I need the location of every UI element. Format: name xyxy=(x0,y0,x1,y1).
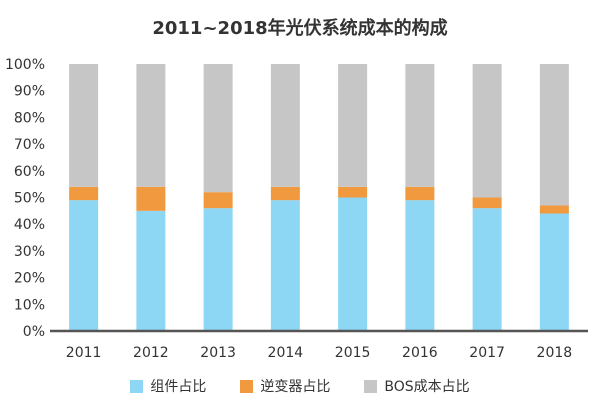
legend-swatch-inverter xyxy=(240,379,254,393)
bar-segment-inverter xyxy=(69,186,99,201)
bar-segment-module xyxy=(69,200,99,331)
legend-label-module: 组件占比 xyxy=(150,379,207,395)
bar-segment-inverter xyxy=(203,192,233,209)
y-tick-label: 40% xyxy=(14,217,45,233)
bar-segment-bos xyxy=(405,64,435,187)
bar-segment-module xyxy=(270,200,300,331)
y-tick-label: 60% xyxy=(14,164,45,180)
bar-segment-inverter xyxy=(136,186,166,211)
legend-swatch-bos xyxy=(364,379,378,393)
bar-segment-bos xyxy=(136,64,166,187)
bar-segment-module xyxy=(472,208,502,331)
legend-label-inverter: 逆变器占比 xyxy=(260,379,331,395)
x-tick-label: 2012 xyxy=(133,345,169,361)
x-tick-label: 2017 xyxy=(469,345,505,361)
legend-label-bos: BOS成本占比 xyxy=(384,379,470,395)
y-tick-label: 0% xyxy=(23,324,45,340)
y-tick-label: 50% xyxy=(14,191,45,207)
x-tick-label: 2015 xyxy=(335,345,371,361)
bar-segment-module xyxy=(136,210,166,331)
x-tick-label: 2014 xyxy=(268,345,304,361)
x-tick-label: 2011 xyxy=(66,345,102,361)
bar-segment-inverter xyxy=(539,205,569,214)
bar-segment-module xyxy=(539,213,569,331)
bar-segment-module xyxy=(338,197,368,331)
stacked-bar-chart: 0% 10% 20% 30% 40% 50% 60% 70% 80% 90% 100% 2011 201… xyxy=(5,57,588,361)
y-tick-label: 20% xyxy=(14,271,45,287)
legend: 组件占比 逆变器占比 BOS成本占比 xyxy=(0,376,600,396)
bar-segment-module xyxy=(203,208,233,331)
bar-segment-bos xyxy=(203,64,233,193)
y-tick-label: 70% xyxy=(14,137,45,153)
bar-segment-inverter xyxy=(405,186,435,201)
x-tick-label: 2013 xyxy=(200,345,236,361)
bar-segment-bos xyxy=(270,64,300,187)
y-tick-label: 30% xyxy=(14,244,45,260)
bar-segment-bos xyxy=(539,64,569,206)
bar-segment-bos xyxy=(338,64,368,187)
legend-item-inverter: 逆变器占比 xyxy=(240,376,330,396)
bar-segment-inverter xyxy=(472,197,502,209)
y-tick-label: 90% xyxy=(14,84,45,100)
legend-item-bos: BOS成本占比 xyxy=(364,376,470,396)
bar-segment-module xyxy=(405,200,435,331)
y-tick-label: 100% xyxy=(5,57,45,73)
y-tick-label: 10% xyxy=(14,297,45,313)
bar-segment-inverter xyxy=(270,186,300,201)
x-tick-label: 2016 xyxy=(402,345,438,361)
y-tick-label: 80% xyxy=(14,110,45,126)
chart-title: 2011~2018年光伏系统成本的构成 xyxy=(152,18,448,39)
legend-swatch-module xyxy=(130,379,144,393)
bar-segment-bos xyxy=(69,64,99,187)
bar-segment-inverter xyxy=(338,186,368,198)
x-tick-label: 2018 xyxy=(537,345,573,361)
legend-item-module: 组件占比 xyxy=(130,376,206,396)
bar-segment-bos xyxy=(472,64,502,198)
